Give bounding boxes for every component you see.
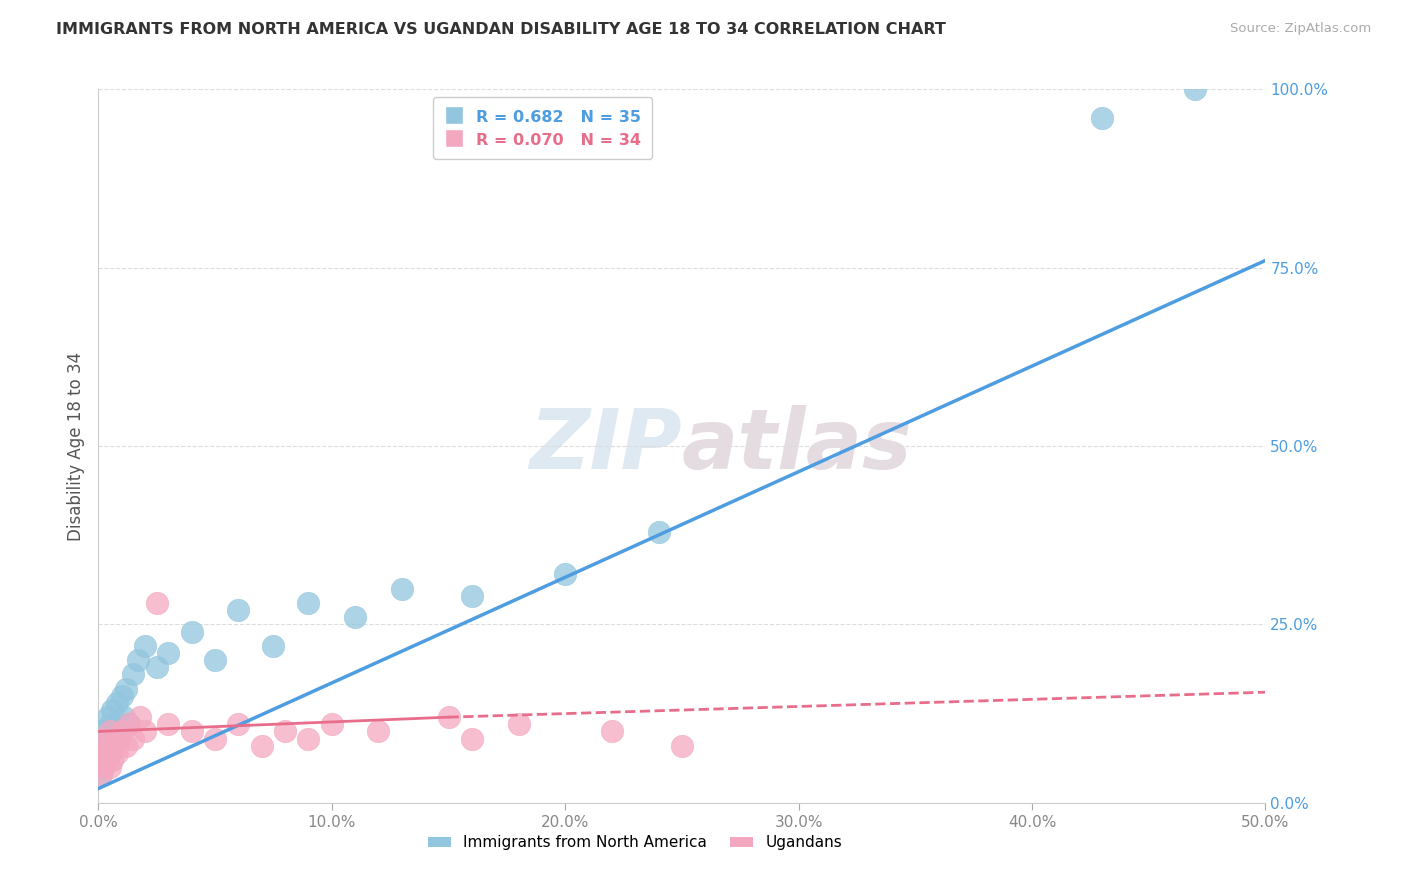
Point xyxy=(98,717,121,731)
Point xyxy=(97,710,120,724)
Point xyxy=(118,717,141,731)
Point xyxy=(90,767,112,781)
Point xyxy=(122,731,145,746)
Point xyxy=(105,696,128,710)
Point xyxy=(98,746,121,760)
Point xyxy=(297,731,319,746)
Point xyxy=(108,731,131,746)
Point xyxy=(129,710,152,724)
Point xyxy=(101,753,124,767)
Point xyxy=(115,681,138,696)
Point xyxy=(157,646,180,660)
Point xyxy=(94,753,117,767)
Point xyxy=(157,717,180,731)
Text: IMMIGRANTS FROM NORTH AMERICA VS UGANDAN DISABILITY AGE 18 TO 34 CORRELATION CHA: IMMIGRANTS FROM NORTH AMERICA VS UGANDAN… xyxy=(56,22,946,37)
Point xyxy=(127,653,149,667)
Point xyxy=(367,724,389,739)
Point xyxy=(228,717,250,731)
Point xyxy=(90,746,112,760)
Point xyxy=(344,610,367,624)
Point xyxy=(91,731,114,746)
Point xyxy=(274,724,297,739)
Point xyxy=(461,731,484,746)
Point xyxy=(391,582,413,596)
Point xyxy=(97,739,120,753)
Point xyxy=(91,724,114,739)
Point xyxy=(98,724,121,739)
Y-axis label: Disability Age 18 to 34: Disability Age 18 to 34 xyxy=(66,351,84,541)
Point xyxy=(90,746,112,760)
Point xyxy=(134,639,156,653)
Text: atlas: atlas xyxy=(682,406,912,486)
Point xyxy=(204,653,226,667)
Point xyxy=(91,760,114,774)
Point xyxy=(108,731,131,746)
Point xyxy=(321,717,343,731)
Point xyxy=(146,660,169,674)
Point xyxy=(180,624,202,639)
Point xyxy=(204,731,226,746)
Point xyxy=(111,724,134,739)
Point xyxy=(262,639,284,653)
Point xyxy=(554,567,576,582)
Text: ZIP: ZIP xyxy=(529,406,682,486)
Point xyxy=(1091,111,1114,125)
Point xyxy=(508,717,530,731)
Point xyxy=(105,746,128,760)
Point xyxy=(146,596,169,610)
Point xyxy=(104,724,127,739)
Point xyxy=(101,703,124,717)
Point xyxy=(104,739,127,753)
Point xyxy=(94,753,117,767)
Point xyxy=(94,739,117,753)
Point xyxy=(647,524,669,539)
Point xyxy=(228,603,250,617)
Legend: Immigrants from North America, Ugandans: Immigrants from North America, Ugandans xyxy=(419,826,851,859)
Point xyxy=(112,710,135,724)
Point xyxy=(115,739,138,753)
Point xyxy=(297,596,319,610)
Point xyxy=(134,724,156,739)
Point xyxy=(461,589,484,603)
Point xyxy=(118,717,141,731)
Point xyxy=(250,739,273,753)
Point xyxy=(94,731,117,746)
Point xyxy=(90,767,112,781)
Point xyxy=(98,760,121,774)
Point xyxy=(600,724,623,739)
Point xyxy=(122,667,145,681)
Point xyxy=(671,739,693,753)
Text: Source: ZipAtlas.com: Source: ZipAtlas.com xyxy=(1230,22,1371,36)
Point xyxy=(97,746,120,760)
Point xyxy=(437,710,460,724)
Point xyxy=(180,724,202,739)
Point xyxy=(91,760,114,774)
Point xyxy=(111,689,134,703)
Point xyxy=(1184,82,1206,96)
